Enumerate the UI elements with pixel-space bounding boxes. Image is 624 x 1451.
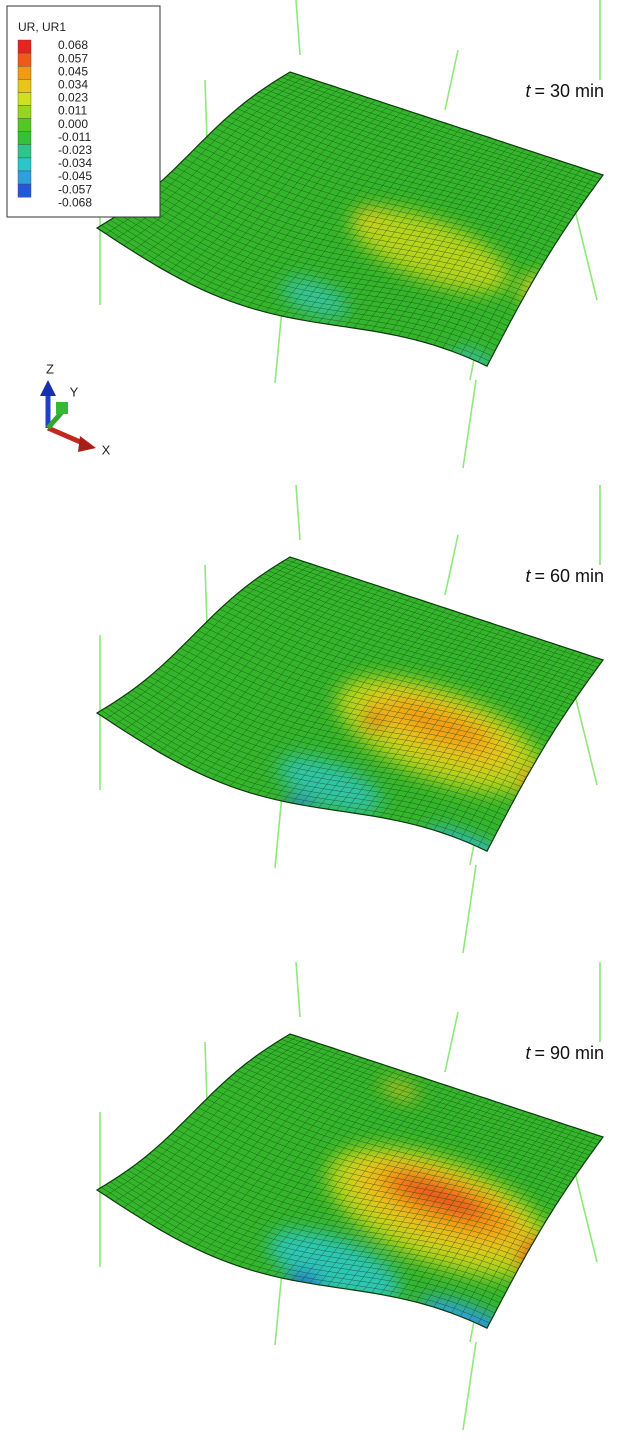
legend: UR, UR1 0.0680.0570.0450.0340.0230.0110.… [7, 6, 160, 217]
panel: t= 90 min [97, 962, 604, 1430]
legend-label: 0.068 [58, 38, 88, 52]
legend-swatch [18, 40, 31, 53]
legend-swatch [18, 66, 31, 79]
legend-label: 0.011 [58, 104, 87, 118]
legend-label: 0.000 [58, 117, 88, 131]
y-arrow-head [56, 402, 68, 414]
post [463, 1342, 476, 1430]
post [463, 865, 476, 953]
legend-label: 0.057 [58, 51, 88, 65]
legend-swatch [18, 158, 31, 171]
legend-swatch [18, 119, 31, 132]
legend-label: -0.011 [58, 130, 91, 144]
legend-swatch [18, 171, 31, 184]
legend-swatch [18, 92, 31, 105]
legend-swatch [18, 132, 31, 145]
legend-label: -0.068 [58, 195, 92, 209]
legend-label: 0.023 [58, 91, 88, 105]
legend-label: 0.045 [58, 64, 88, 78]
time-label: t= 30 min [525, 81, 604, 101]
time-value: = 90 min [534, 1043, 604, 1063]
time-label: t= 90 min [525, 1043, 604, 1063]
x-label: X [102, 442, 111, 457]
legend-label: 0.034 [58, 77, 88, 91]
legend-title: UR, UR1 [18, 20, 66, 34]
z-label: Z [46, 361, 54, 376]
x-arrow-head [78, 436, 96, 452]
legend-swatch [18, 184, 31, 197]
time-variable: t [525, 1043, 531, 1063]
legend-label: -0.034 [58, 156, 92, 170]
legend-swatch [18, 53, 31, 66]
figure: t= 30 mint= 60 mint= 90 min UR, UR1 0.06… [0, 0, 624, 1446]
panel: t= 30 min [97, 0, 604, 468]
z-arrow-head [40, 380, 56, 396]
post [445, 50, 458, 110]
post [445, 1012, 458, 1072]
post [445, 535, 458, 595]
legend-label: -0.023 [58, 143, 92, 157]
legend-label: -0.057 [58, 182, 92, 196]
panel: t= 60 min [97, 485, 604, 953]
post [296, 485, 300, 540]
legend-swatch [18, 106, 31, 119]
post [463, 380, 476, 468]
axis-triad: Z Y X [40, 361, 111, 457]
post [296, 0, 300, 55]
post [296, 962, 300, 1017]
legend-label: -0.045 [58, 169, 92, 183]
time-label: t= 60 min [525, 566, 604, 586]
y-label: Y [70, 384, 79, 399]
time-value: = 60 min [534, 566, 604, 586]
time-variable: t [525, 566, 531, 586]
time-variable: t [525, 81, 531, 101]
legend-swatch [18, 79, 31, 92]
time-value: = 30 min [534, 81, 604, 101]
legend-swatch [18, 145, 31, 158]
